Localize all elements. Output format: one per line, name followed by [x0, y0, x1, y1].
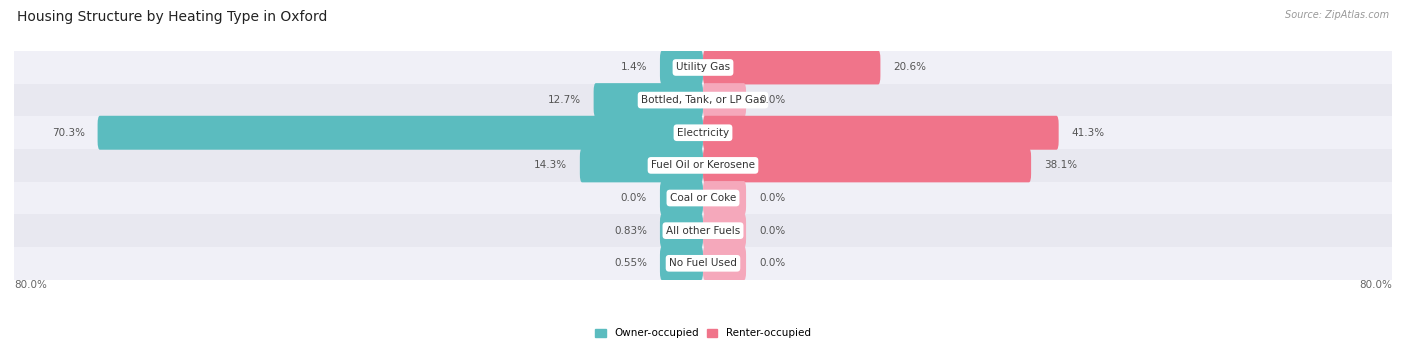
Text: Housing Structure by Heating Type in Oxford: Housing Structure by Heating Type in Oxf… [17, 10, 328, 24]
Text: 0.0%: 0.0% [759, 193, 785, 203]
FancyBboxPatch shape [659, 214, 703, 248]
Text: Source: ZipAtlas.com: Source: ZipAtlas.com [1285, 10, 1389, 20]
FancyBboxPatch shape [593, 83, 703, 117]
Text: 0.55%: 0.55% [614, 258, 647, 268]
Bar [14, 214, 1392, 247]
Text: 38.1%: 38.1% [1045, 160, 1077, 170]
Text: 80.0%: 80.0% [1360, 280, 1392, 290]
FancyBboxPatch shape [659, 181, 703, 215]
FancyBboxPatch shape [703, 148, 1031, 182]
Bar [14, 84, 1392, 116]
Text: Coal or Coke: Coal or Coke [669, 193, 737, 203]
Text: 0.0%: 0.0% [759, 258, 785, 268]
Legend: Owner-occupied, Renter-occupied: Owner-occupied, Renter-occupied [595, 328, 811, 338]
FancyBboxPatch shape [579, 148, 703, 182]
FancyBboxPatch shape [703, 116, 1059, 150]
FancyBboxPatch shape [703, 181, 747, 215]
FancyBboxPatch shape [703, 50, 880, 85]
FancyBboxPatch shape [659, 246, 703, 280]
FancyBboxPatch shape [703, 83, 747, 117]
Text: 20.6%: 20.6% [893, 62, 927, 73]
Text: 0.83%: 0.83% [614, 226, 647, 236]
Text: 0.0%: 0.0% [621, 193, 647, 203]
Text: Electricity: Electricity [676, 128, 730, 138]
Text: Fuel Oil or Kerosene: Fuel Oil or Kerosene [651, 160, 755, 170]
Text: 0.0%: 0.0% [759, 95, 785, 105]
Text: Bottled, Tank, or LP Gas: Bottled, Tank, or LP Gas [641, 95, 765, 105]
Bar [14, 51, 1392, 84]
Text: Utility Gas: Utility Gas [676, 62, 730, 73]
Bar [14, 247, 1392, 280]
Text: 0.0%: 0.0% [759, 226, 785, 236]
Text: All other Fuels: All other Fuels [666, 226, 740, 236]
Text: No Fuel Used: No Fuel Used [669, 258, 737, 268]
Text: 70.3%: 70.3% [52, 128, 84, 138]
Text: 41.3%: 41.3% [1071, 128, 1105, 138]
FancyBboxPatch shape [703, 246, 747, 280]
FancyBboxPatch shape [703, 214, 747, 248]
FancyBboxPatch shape [97, 116, 703, 150]
Bar [14, 149, 1392, 182]
Bar [14, 116, 1392, 149]
Bar [14, 182, 1392, 214]
Text: 12.7%: 12.7% [547, 95, 581, 105]
FancyBboxPatch shape [659, 50, 703, 85]
Text: 1.4%: 1.4% [620, 62, 647, 73]
Text: 14.3%: 14.3% [534, 160, 567, 170]
Text: 80.0%: 80.0% [14, 280, 46, 290]
